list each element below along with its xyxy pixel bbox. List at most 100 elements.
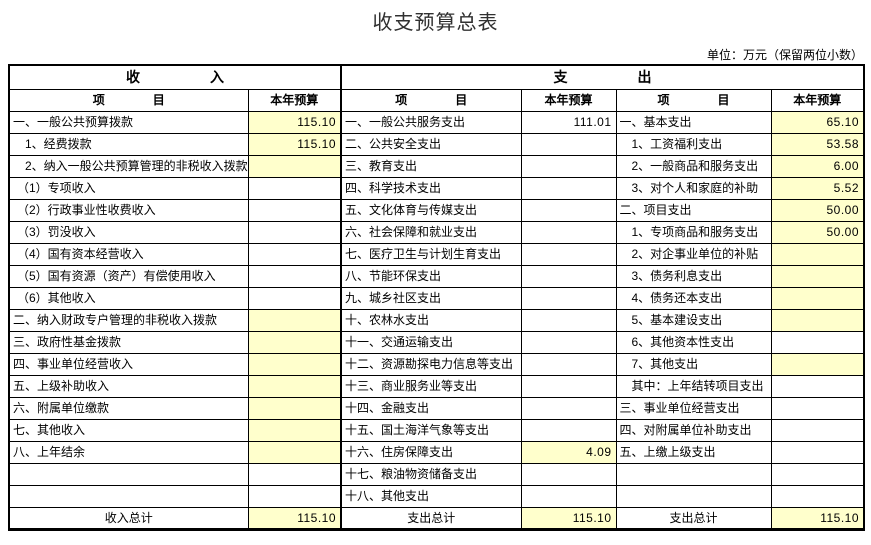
revenue-budget-value [247,264,342,288]
revenue-item-label: （1）专项收入 [8,176,249,200]
table-row: 四、事业单位经营收入 十二、资源勘探电力信息等支出 7、其他支出 [8,352,865,376]
revenue-budget-value [247,462,342,486]
expenditure-econ-budget-value [770,286,865,310]
expenditure-econ-item-label: 2、对企事业单位的补贴 [615,242,772,266]
expenditure-func-budget-value [520,198,617,222]
revenue-item-label: 1、经费拨款 [8,132,249,156]
revenue-budget-value [247,308,342,332]
expenditure-econ-budget-value [770,264,865,288]
expenditure-econ-budget-header: 本年预算 [770,88,865,112]
expenditure-func-item-label: 十七、粮油物资储备支出 [340,462,522,486]
revenue-item-label: 四、事业单位经营收入 [8,352,249,376]
expenditure-econ-budget-value [770,462,865,486]
page-title: 收支预算总表 [372,12,499,34]
revenue-item-label: 七、其他收入 [8,418,249,442]
expenditure-func-total-value: 115.10 [520,506,617,530]
revenue-item-label: 三、政府性基金拨款 [8,330,249,354]
expenditure-econ-item-label: 5、基本建设支出 [615,308,772,332]
expenditure-econ-budget-value [770,352,865,376]
table-row: 一、一般公共预算拨款 115.10 一、一般公共服务支出 111.01 一、基本… [8,110,865,134]
revenue-budget-value [247,330,342,354]
table-row: （3）罚没收入 六、社会保障和就业支出 1、专项商品和服务支出 50.00 [8,220,865,244]
revenue-budget-value [247,374,342,398]
expenditure-func-item-label: 六、社会保障和就业支出 [340,220,522,244]
expenditure-func-item-label: 九、城乡社区支出 [340,286,522,310]
revenue-item-label: 二、纳入财政专户管理的非税收入拨款 [8,308,249,332]
revenue-item-label: （2）行政事业性收费收入 [8,198,249,222]
expenditure-func-budget-value: 111.01 [520,110,617,134]
revenue-budget-value [247,440,342,464]
expenditure-func-item-header: 项 目 [340,88,522,112]
table-row: 十七、粮油物资储备支出 [8,462,865,486]
expenditure-econ-budget-value: 50.00 [770,220,865,244]
expenditure-econ-item-label: 2、一般商品和服务支出 [615,154,772,178]
total-row: 收入总计 115.10 支出总计 115.10 支出总计 115.10 [8,506,865,530]
revenue-item-label: （4）国有资本经营收入 [8,242,249,266]
revenue-budget-value: 115.10 [247,110,342,134]
expenditure-econ-item-label: 3、债务利息支出 [615,264,772,288]
expenditure-econ-item-label: 其中：上年结转项目支出 [615,374,772,398]
expenditure-func-budget-value [520,330,617,354]
expenditure-econ-budget-value [770,396,865,420]
expenditure-econ-budget-value [770,330,865,354]
expenditure-econ-budget-value [770,418,865,442]
revenue-budget-value [247,352,342,376]
expenditure-econ-budget-value: 50.00 [770,198,865,222]
expenditure-func-budget-value [520,154,617,178]
revenue-budget-header: 本年预算 [247,88,342,112]
revenue-item-label: 五、上级补助收入 [8,374,249,398]
expenditure-func-budget-value [520,396,617,420]
revenue-budget-value [247,154,342,178]
table-row: 十八、其他支出 [8,484,865,508]
expenditure-func-item-label: 八、节能环保支出 [340,264,522,288]
revenue-item-label: 2、纳入一般公共预算管理的非税收入拨款 [8,154,249,178]
expenditure-econ-item-label: 一、基本支出 [615,110,772,134]
expenditure-econ-budget-value [770,440,865,464]
expenditure-func-item-label: 十二、资源勘探电力信息等支出 [340,352,522,376]
expenditure-func-budget-value [520,176,617,200]
table-row: 二、纳入财政专户管理的非税收入拨款 十、农林水支出 5、基本建设支出 [8,308,865,332]
revenue-item-label: 八、上年结余 [8,440,249,464]
expenditure-func-budget-value [520,220,617,244]
expenditure-func-budget-header: 本年预算 [520,88,617,112]
revenue-total-label: 收入总计 [8,506,249,530]
table-row: （2）行政事业性收费收入 五、文化体育与传媒支出 二、项目支出 50.00 [8,198,865,222]
revenue-budget-value [247,396,342,420]
expenditure-econ-budget-value: 5.52 [770,176,865,200]
expenditure-section-header: 支 出 [340,64,865,90]
table-row: （5）国有资源（资产）有偿使用收入 八、节能环保支出 3、债务利息支出 [8,264,865,288]
table-row: 六、附属单位缴款 十四、金融支出 三、事业单位经营支出 [8,396,865,420]
expenditure-func-budget-value [520,418,617,442]
expenditure-econ-budget-value [770,242,865,266]
expenditure-func-item-label: 十一、交通运输支出 [340,330,522,354]
revenue-item-label [8,484,249,508]
revenue-item-label: （5）国有资源（资产）有偿使用收入 [8,264,249,288]
expenditure-func-item-label: 一、一般公共服务支出 [340,110,522,134]
revenue-item-label: 一、一般公共预算拨款 [8,110,249,134]
unit-note: 单位：万元（保留两位小数） [706,48,863,62]
revenue-item-label [8,462,249,486]
revenue-budget-value [247,242,342,266]
expenditure-econ-item-label: 1、工资福利支出 [615,132,772,156]
expenditure-func-budget-value [520,484,617,508]
table-row: （1）专项收入 四、科学技术支出 3、对个人和家庭的补助 5.52 [8,176,865,200]
expenditure-econ-item-label: 四、对附属单位补助支出 [615,418,772,442]
table-row: 三、政府性基金拨款 十一、交通运输支出 6、其他资本性支出 [8,330,865,354]
expenditure-econ-total-value: 115.10 [770,506,865,530]
revenue-budget-value [247,286,342,310]
expenditure-econ-budget-value: 53.58 [770,132,865,156]
revenue-budget-value [247,220,342,244]
expenditure-func-item-label: 三、教育支出 [340,154,522,178]
expenditure-func-item-label: 十五、国土海洋气象等支出 [340,418,522,442]
expenditure-econ-budget-value: 6.00 [770,154,865,178]
expenditure-econ-budget-value [770,374,865,398]
expenditure-econ-item-label: 4、债务还本支出 [615,286,772,310]
column-header-row: 项 目 本年预算 项 目 本年预算 项 目 本年预算 [8,88,865,112]
revenue-budget-value [247,198,342,222]
expenditure-econ-item-label: 1、专项商品和服务支出 [615,220,772,244]
expenditure-econ-item-label: 二、项目支出 [615,198,772,222]
revenue-budget-value [247,484,342,508]
table-row: 七、其他收入 十五、国土海洋气象等支出 四、对附属单位补助支出 [8,418,865,442]
expenditure-econ-item-label: 3、对个人和家庭的补助 [615,176,772,200]
table-row: （6）其他收入 九、城乡社区支出 4、债务还本支出 [8,286,865,310]
